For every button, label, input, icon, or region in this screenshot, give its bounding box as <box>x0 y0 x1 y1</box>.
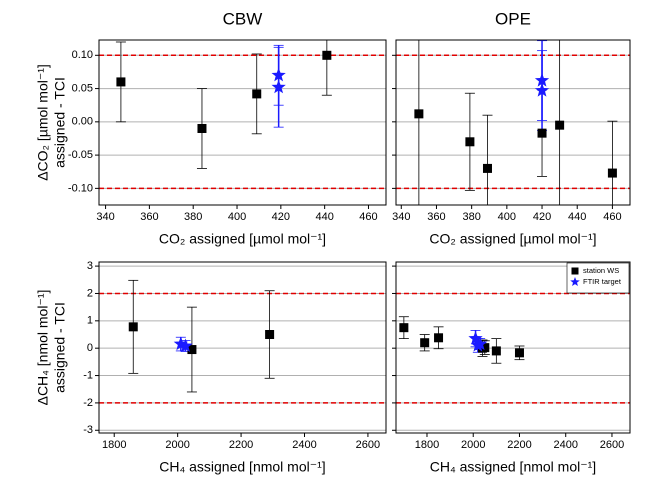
x-tick-label: 400 <box>498 211 516 223</box>
x-tick-label: 420 <box>533 211 551 223</box>
x-tick-label: 380 <box>184 211 202 223</box>
x-tick-label: 2600 <box>600 439 624 451</box>
y-tick-label: -0.10 <box>68 182 93 194</box>
y-tick-label: -3 <box>83 424 93 436</box>
x-tick-label: 400 <box>228 211 246 223</box>
y-axis-label: ΔCH₄ [nmol mol⁻¹] <box>35 290 51 406</box>
y-tick-label: 0.10 <box>72 49 93 61</box>
legend-marker <box>571 267 579 275</box>
x-tick-label: 340 <box>96 211 114 223</box>
square-marker <box>434 333 444 343</box>
star-marker <box>473 336 488 351</box>
square-marker <box>187 345 197 355</box>
square-marker <box>128 322 138 332</box>
x-axis-label: CH₄ assigned [nmol mol⁻¹] <box>159 459 325 475</box>
square-marker <box>322 50 332 60</box>
x-tick-label: 2200 <box>229 439 253 451</box>
x-tick-label: 2200 <box>507 439 531 451</box>
square-marker <box>555 120 565 130</box>
square-marker <box>491 346 501 356</box>
y-tick-label: 2 <box>87 287 93 299</box>
star-marker <box>534 83 550 97</box>
plot-area <box>99 265 414 431</box>
x-axis-label: CO₂ assigned [µmol mol⁻¹] <box>429 231 596 247</box>
square-marker <box>197 123 207 133</box>
x-axis-label: CH₄ assigned [nmol mol⁻¹] <box>430 459 596 475</box>
y-tick-label: 0.05 <box>72 82 93 94</box>
y-tick-label: 3 <box>87 260 93 272</box>
plot-area <box>396 40 630 205</box>
square-marker <box>480 343 490 353</box>
square-marker <box>116 77 126 87</box>
plot-frame <box>395 261 631 434</box>
y-tick-label: -0.05 <box>68 149 93 161</box>
square-marker <box>482 163 492 173</box>
star-marker <box>534 73 550 87</box>
star-marker <box>173 336 188 351</box>
legend-label: station WS <box>583 266 619 275</box>
x-tick-label: 440 <box>568 211 586 223</box>
square-marker <box>252 89 262 99</box>
y-axis-label: assigned - TCI <box>52 302 68 393</box>
x-tick-label: 360 <box>427 211 445 223</box>
x-tick-label: 2000 <box>165 439 189 451</box>
panel-title: OPE <box>495 9 531 28</box>
star-marker <box>271 67 286 82</box>
x-tick-label: 2600 <box>356 439 380 451</box>
square-marker <box>607 168 617 178</box>
x-tick-label: 420 <box>272 211 290 223</box>
star-marker <box>271 79 286 94</box>
x-tick-label: 2400 <box>292 439 316 451</box>
square-marker <box>405 405 414 414</box>
legend-marker <box>570 277 580 287</box>
plot-frame <box>395 39 631 206</box>
x-axis-label: CO₂ assigned [µmol mol⁻¹] <box>159 231 326 247</box>
y-axis-label: ΔCO₂ [µmol mol⁻¹] <box>35 64 51 181</box>
plot-area <box>99 40 386 190</box>
x-tick-label: 2400 <box>553 439 577 451</box>
square-marker <box>465 137 475 147</box>
panel-title: CBW <box>223 9 263 28</box>
y-tick-label: 1 <box>87 315 93 327</box>
square-marker <box>537 128 547 138</box>
legend-label: FTIR target <box>583 277 622 286</box>
square-marker <box>265 330 275 340</box>
star-marker <box>468 331 483 345</box>
x-tick-label: 460 <box>359 211 377 223</box>
y-tick-label: 0 <box>87 342 93 354</box>
y-tick-label: -2 <box>83 397 93 409</box>
plot-area <box>396 265 630 431</box>
x-tick-label: 1800 <box>102 439 126 451</box>
plot-frame <box>98 261 387 434</box>
star-marker <box>178 338 193 353</box>
y-axis-label: assigned - TCI <box>52 77 68 168</box>
x-tick-label: 440 <box>315 211 333 223</box>
x-tick-label: 380 <box>462 211 480 223</box>
y-tick-label: 0.00 <box>72 116 93 128</box>
x-tick-label: 460 <box>603 211 621 223</box>
x-tick-label: 2000 <box>461 439 485 451</box>
square-marker <box>399 323 409 333</box>
square-marker <box>414 109 424 119</box>
x-tick-label: 1800 <box>415 439 439 451</box>
square-marker <box>420 338 430 348</box>
square-marker <box>514 348 524 358</box>
x-tick-label: 360 <box>140 211 158 223</box>
x-tick-label: 340 <box>392 211 410 223</box>
plot-frame <box>98 39 387 206</box>
y-tick-label: -1 <box>83 369 93 381</box>
